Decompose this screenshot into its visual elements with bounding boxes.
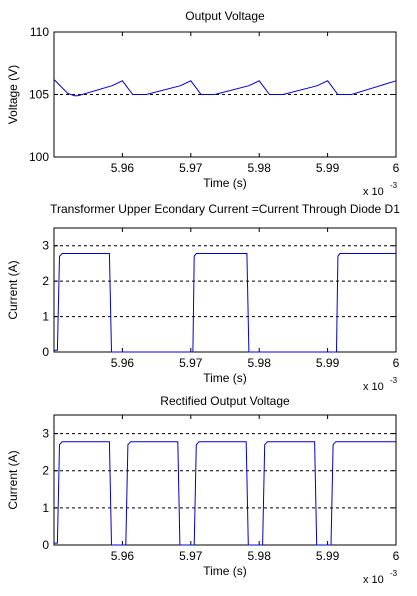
x-tick-label: 5.98 xyxy=(248,356,272,370)
chart-1: Output Voltage 5.96 5.97 5.98 5.99 6 100 105 110… xyxy=(6,9,400,198)
series-line xyxy=(54,253,396,353)
chart-2: Transformer Upper Econdary Current =Curr… xyxy=(6,202,400,393)
x-tick-label: 5.97 xyxy=(179,549,203,563)
x-tick-label: 6 xyxy=(393,549,400,563)
x-axis-label: Time (s) xyxy=(203,564,247,578)
y-axis-label: Current (A) xyxy=(6,260,20,319)
y-tick-label: 3 xyxy=(42,239,49,253)
chart-title: Transformer Upper Econdary Current =Curr… xyxy=(50,202,400,216)
y-tick-label: 0 xyxy=(42,538,49,552)
x-tick-label: 6 xyxy=(393,356,400,370)
x-exponent-base: x 10 xyxy=(363,574,384,586)
chart-title: Output Voltage xyxy=(185,9,265,23)
series-line xyxy=(53,79,397,97)
x-tick-label: 5.98 xyxy=(248,549,272,563)
x-tick-label: 5.96 xyxy=(111,161,135,175)
y-tick-label: 1 xyxy=(42,310,49,324)
x-axis-label: Time (s) xyxy=(203,176,247,190)
y-tick-label: 100 xyxy=(29,150,49,164)
x-tick-label: 5.99 xyxy=(316,356,340,370)
plot-area xyxy=(53,227,397,353)
x-tick-label: 5.99 xyxy=(316,549,340,563)
plot-area xyxy=(53,414,397,546)
chart-title: Rectified Output Voltage xyxy=(160,394,290,408)
y-tick-label: 0 xyxy=(42,345,49,359)
x-exponent-power: -3 xyxy=(390,181,398,190)
x-exponent-power: -3 xyxy=(390,376,398,385)
x-tick-label: 6 xyxy=(393,161,400,175)
y-tick-label: 1 xyxy=(42,501,49,515)
y-tick-label: 2 xyxy=(42,274,49,288)
x-tick-label: 5.96 xyxy=(111,356,135,370)
x-exponent-base: x 10 xyxy=(363,186,384,198)
x-exponent-base: x 10 xyxy=(363,381,384,393)
x-axis-label: Time (s) xyxy=(203,371,247,385)
x-tick-label: 5.97 xyxy=(179,356,203,370)
x-tick-label: 5.99 xyxy=(316,161,340,175)
y-tick-label: 105 xyxy=(29,88,49,102)
x-tick-label: 5.98 xyxy=(248,161,272,175)
y-axis-label: Voltage (V) xyxy=(6,65,20,124)
x-tick-label: 5.97 xyxy=(179,161,203,175)
series-line xyxy=(54,441,396,546)
y-tick-label: 2 xyxy=(42,464,49,478)
y-tick-label: 3 xyxy=(42,427,49,441)
chart-3: Rectified Output Voltage 5.96 5.97 5.98 5.99… xyxy=(6,394,400,586)
x-tick-label: 5.96 xyxy=(111,549,135,563)
x-exponent-power: -3 xyxy=(390,569,398,578)
y-tick-label: 110 xyxy=(30,25,49,39)
y-axis-label: Current (A) xyxy=(6,450,20,509)
